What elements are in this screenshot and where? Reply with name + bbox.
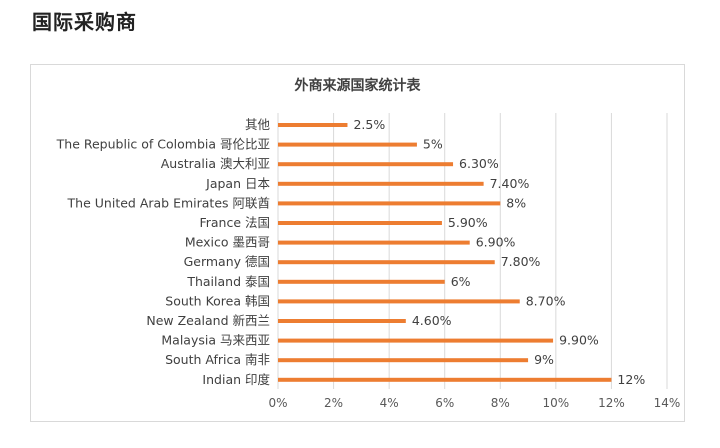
x-tick-label: 12% [598,396,625,410]
category-label: The United Arab Emirates 阿联酋 [67,195,270,210]
x-tick-label: 6% [435,396,454,410]
bar [278,201,501,206]
bar [278,260,495,265]
category-label: New Zealand 新西兰 [146,313,270,328]
x-tick-label: 0% [268,396,287,410]
bar-chart: 0% 2% 4% 6% 8% 10% 12% 14% 其他 2.5% The Republic of… [56,113,681,410]
category-label: South Korea 韩国 [165,293,270,308]
bar [278,377,612,382]
data-label: 7.40% [490,176,530,191]
category-label: Germany 德国 [184,254,270,269]
bar [278,181,484,186]
category-label: Thailand 泰国 [186,274,270,289]
chart-title: 外商来源国家统计表 [294,78,421,94]
category-label: Australia 澳大利亚 [161,156,270,171]
bar [278,358,529,363]
bar [278,319,406,323]
category-label: The Republic of Colombia 哥伦比亚 [56,137,270,152]
bar [278,221,442,225]
category-label: Indian 印度 [202,372,270,387]
bar [278,299,520,304]
data-label: 7.80% [501,254,541,269]
category-label: Malaysia 马来西亚 [161,333,270,348]
chart-card: 外商来源国家统计表 0% 2% 4% 6% 8% 10% 12% 14% 其他 2.5% The R… [30,64,685,422]
x-tick-label: 2% [324,396,343,410]
category-label: Japan 日本 [205,176,270,191]
category-label: 其他 [245,117,271,132]
bar [278,279,445,284]
data-label: 9% [534,352,554,367]
data-label: 6% [451,274,471,289]
x-tick-label: 4% [380,396,399,410]
data-label: 8% [506,195,526,210]
data-label: 6.90% [476,235,516,250]
data-label: 2.5% [353,117,385,132]
category-label: France 法国 [199,215,270,230]
x-tick-label: 14% [654,396,681,410]
bar [278,123,348,127]
bar [278,162,454,167]
data-label: 12% [617,372,645,387]
data-label: 9.90% [559,333,599,348]
bar [278,240,470,245]
data-label: 6.30% [459,156,499,171]
data-label: 5.90% [448,215,488,230]
page-title: 国际采购商 [32,10,137,34]
category-label: South Africa 南非 [165,352,270,367]
x-tick-label: 10% [543,396,570,410]
bar [278,142,417,147]
bar [278,338,554,343]
x-tick-label: 8% [491,396,510,410]
data-label: 5% [423,137,443,152]
data-label: 8.70% [526,293,566,308]
category-label: Mexico 墨西哥 [185,235,270,250]
data-label: 4.60% [412,313,452,328]
